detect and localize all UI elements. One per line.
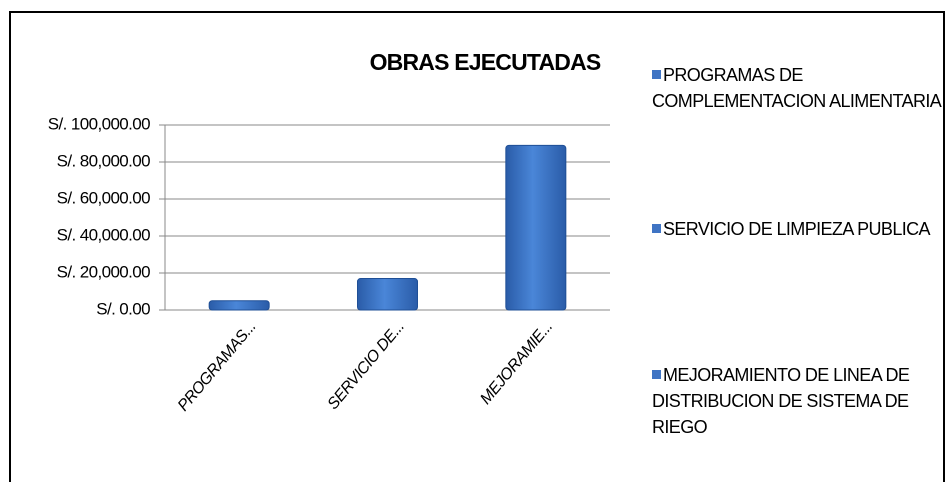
x-tick-label: MEJORAMIE...: [477, 318, 556, 407]
y-tick-label: S/. 0.00: [96, 299, 150, 318]
legend-item: MEJORAMIENTO DE LINEA DE DISTRIBUCION DE…: [652, 362, 944, 440]
x-tick-label: PROGRAMAS...: [175, 318, 260, 414]
legend-marker: [652, 70, 661, 79]
y-tick-label: S/. 60,000.00: [57, 188, 150, 207]
legend-marker: [652, 224, 661, 233]
legend-label: PROGRAMAS DE COMPLEMENTACION ALIMENTARIA: [652, 65, 942, 111]
y-tick-label: S/. 80,000.00: [57, 151, 150, 170]
bar: [208, 300, 270, 311]
legend-label: MEJORAMIENTO DE LINEA DE DISTRIBUCION DE…: [652, 365, 910, 437]
legend-marker: [652, 370, 661, 379]
legend-item: SERVICIO DE LIMPIEZA PUBLICA: [652, 216, 944, 242]
chart-title: OBRAS EJECUTADAS: [370, 49, 601, 75]
bar: [505, 144, 567, 311]
y-tick-label: S/. 100,000.00: [48, 114, 150, 133]
chart-border: [9, 11, 945, 482]
legend-item: PROGRAMAS DE COMPLEMENTACION ALIMENTARIA: [652, 62, 944, 114]
legend-label: SERVICIO DE LIMPIEZA PUBLICA: [663, 219, 931, 239]
y-tick-label: S/. 20,000.00: [57, 262, 150, 281]
x-tick-label: SERVICIO DE...: [325, 318, 408, 413]
y-tick-label: S/. 40,000.00: [57, 225, 150, 244]
bar: [357, 278, 418, 311]
